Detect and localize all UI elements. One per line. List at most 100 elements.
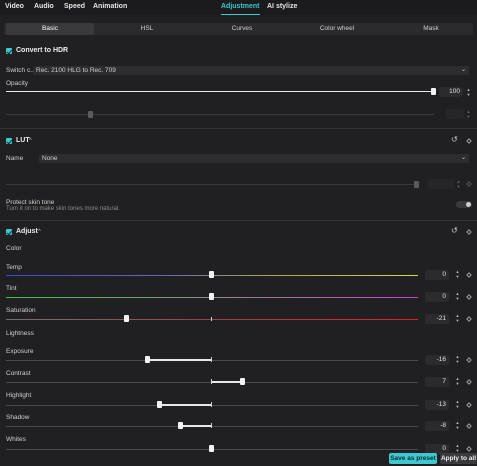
subtab-curves[interactable]: Curves [231, 25, 253, 32]
exposure-label: Exposure [6, 348, 34, 355]
temp-label: Temp [6, 264, 22, 271]
whites-stepper-icon[interactable]: ▲ ▼ [455, 443, 460, 453]
hdr-collapse-icon[interactable]: ^ [63, 48, 66, 54]
protect-skin-label: Protect skin tone [6, 199, 55, 206]
save-as-preset-button[interactable]: Save as preset [389, 453, 437, 464]
hdr-section-title: Convert to HDR [16, 47, 69, 54]
shadow-slider-handle[interactable] [178, 422, 183, 429]
disabled-value-box [446, 109, 464, 119]
tab-speed[interactable]: Speed [64, 3, 86, 10]
exposure-input[interactable]: -16 [425, 355, 449, 365]
highlight-slider-track[interactable] [6, 405, 418, 406]
keyframe-diamond-icon[interactable] [466, 423, 472, 429]
adjustment-sub-tabs: Basic HSL Curves Color wheel Mask [4, 23, 473, 35]
chevron-down-icon: ⌄ [460, 67, 466, 73]
reset-icon[interactable]: ↺ [451, 226, 458, 235]
exposure-stepper-icon[interactable]: ▲ ▼ [455, 354, 460, 364]
opacity-slider-handle[interactable] [431, 88, 436, 95]
whites-label: Whites [6, 436, 26, 443]
lut-checkbox[interactable] [6, 138, 12, 144]
highlight-slider-fill [160, 404, 212, 406]
hdr-switch-select[interactable]: Rec. 2100 HLG to Rec. 709 ⌄ [33, 66, 469, 75]
subtab-color-wheel[interactable]: Color wheel [319, 25, 355, 32]
temp-stepper-icon[interactable]: ▲ ▼ [455, 269, 460, 279]
temp-input[interactable]: 0 [425, 270, 449, 280]
reset-icon[interactable]: ↺ [451, 135, 458, 144]
switch-label: Switch c... [6, 67, 36, 74]
disabled-slider-handle [88, 111, 93, 118]
saturation-input[interactable]: -21 [425, 314, 449, 324]
saturation-label: Saturation [6, 307, 36, 314]
keyframe-diamond-icon [466, 181, 472, 187]
keyframe-diamond-icon[interactable] [466, 294, 472, 300]
shadow-stepper-icon[interactable]: ▲ ▼ [455, 420, 460, 430]
highlight-label: Highlight [6, 392, 32, 399]
tint-input[interactable]: 0 [425, 292, 449, 302]
tab-audio[interactable]: Audio [34, 3, 54, 10]
keyframe-diamond-icon[interactable] [466, 357, 472, 363]
lightness-group-label: Lightness [6, 330, 34, 337]
subtab-hsl[interactable]: HSL [140, 25, 154, 32]
shadow-input[interactable]: -8 [425, 421, 449, 431]
top-tab-bar: Video Audio Speed Animation Adjustment A… [0, 0, 477, 15]
lut-intensity-handle [414, 181, 419, 188]
highlight-center-tick [211, 402, 212, 407]
apply-to-all-button[interactable]: Apply to all [440, 453, 477, 464]
saturation-stepper-icon[interactable]: ▲ ▼ [455, 313, 460, 323]
opacity-stepper-icon[interactable]: ▲ ▼ [466, 87, 471, 97]
disabled-slider-track [6, 114, 434, 115]
opacity-label: Opacity [6, 80, 29, 87]
shadow-center-tick [211, 423, 212, 428]
keyframe-diamond-icon[interactable] [466, 446, 472, 452]
shadow-slider-track[interactable] [6, 426, 418, 427]
shadow-slider-fill [181, 425, 212, 427]
adjust-checkbox[interactable] [6, 229, 12, 235]
contrast-slider-fill [212, 381, 242, 383]
subtab-basic[interactable]: Basic [6, 23, 94, 35]
whites-input[interactable]: 0 [425, 444, 449, 454]
lut-name-select[interactable]: None ⌄ [39, 154, 469, 163]
opacity-slider-track[interactable] [6, 91, 434, 92]
contrast-stepper-icon[interactable]: ▲ ▼ [455, 376, 460, 386]
hdr-checkbox[interactable] [6, 48, 12, 54]
temp-slider-handle[interactable] [209, 271, 214, 278]
highlight-input[interactable]: -13 [425, 400, 449, 410]
tab-ai-stylize[interactable]: AI stylize [267, 3, 298, 10]
tint-slider-handle[interactable] [209, 293, 214, 300]
highlight-slider-handle[interactable] [157, 401, 162, 408]
lut-collapse-icon[interactable]: ^ [29, 138, 32, 144]
contrast-input[interactable]: 7 [425, 377, 449, 387]
contrast-label: Contrast [6, 370, 31, 377]
keyframe-diamond-icon[interactable] [466, 402, 472, 408]
lut-intensity-track [6, 184, 418, 185]
section-divider [0, 128, 477, 129]
highlight-stepper-icon[interactable]: ▲ ▼ [455, 399, 460, 409]
exposure-center-tick [211, 357, 212, 362]
lut-name-value: None [42, 155, 58, 162]
exposure-slider-track[interactable] [6, 360, 418, 361]
adjust-collapse-icon[interactable]: ^ [38, 229, 41, 235]
keyframe-diamond-icon[interactable] [466, 379, 472, 385]
tab-video[interactable]: Video [5, 3, 24, 10]
tab-animation[interactable]: Animation [93, 3, 128, 10]
opacity-input[interactable]: 100 [439, 87, 463, 97]
saturation-slider-track[interactable] [6, 319, 418, 320]
saturation-center-tick [211, 317, 212, 321]
active-tab-indicator [221, 14, 260, 15]
adjust-section-title: Adjust [16, 228, 38, 235]
protect-skin-hint: Turn it on to make skin tones more natur… [6, 206, 120, 212]
whites-slider-handle[interactable] [209, 445, 214, 452]
tab-adjustment[interactable]: Adjustment [221, 3, 260, 10]
keyframe-diamond-icon[interactable] [466, 316, 472, 322]
keyframe-diamond-icon[interactable] [466, 138, 472, 144]
protect-skin-toggle[interactable] [456, 201, 472, 208]
keyframe-diamond-icon[interactable] [466, 229, 472, 235]
tint-stepper-icon[interactable]: ▲ ▼ [455, 291, 460, 301]
keyframe-diamond-icon[interactable] [466, 272, 472, 278]
lut-section-title: LUT [16, 137, 30, 144]
contrast-slider-handle[interactable] [240, 378, 245, 385]
exposure-slider-handle[interactable] [145, 356, 150, 363]
saturation-slider-handle[interactable] [124, 315, 129, 322]
subtab-mask[interactable]: Mask [423, 25, 439, 32]
disabled-stepper-icon: ▲ ▼ [466, 109, 471, 119]
